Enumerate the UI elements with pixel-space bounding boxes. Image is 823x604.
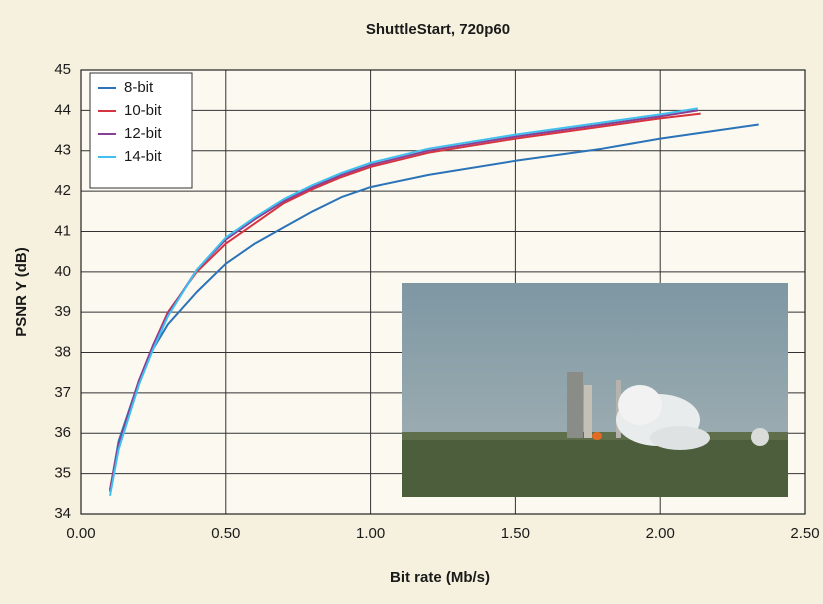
- y-tick-label: 38: [54, 344, 71, 361]
- y-tick-label: 35: [54, 465, 71, 482]
- x-tick-label: 0.00: [66, 525, 95, 542]
- x-tick-label: 0.50: [211, 525, 240, 542]
- chart: ShuttleStart, 720p60 Bit rate (Mb/s) PSN…: [0, 0, 823, 604]
- y-axis-label: PSNR Y (dB): [13, 247, 30, 336]
- y-tick-label: 43: [54, 142, 71, 159]
- y-tick-label: 36: [54, 424, 71, 441]
- legend-label: 12-bit: [124, 125, 162, 142]
- chart-title: ShuttleStart, 720p60: [366, 21, 510, 38]
- y-tick-label: 40: [54, 263, 71, 280]
- y-tick-label: 39: [54, 303, 71, 320]
- legend: 8-bit 10-bit 12-bit 14-bit: [90, 73, 192, 188]
- y-tick-label: 34: [54, 505, 71, 522]
- y-tick-label: 42: [54, 182, 71, 199]
- inset-photo: [402, 283, 788, 497]
- legend-label: 14-bit: [124, 148, 162, 165]
- y-tick-label: 44: [54, 101, 71, 118]
- legend-label: 8-bit: [124, 79, 154, 96]
- y-tick-label: 37: [54, 384, 71, 401]
- x-tick-label: 2.50: [790, 525, 819, 542]
- legend-label: 10-bit: [124, 102, 162, 119]
- x-tick-label: 2.00: [646, 525, 675, 542]
- x-tick-label: 1.50: [501, 525, 530, 542]
- x-tick-label: 1.00: [356, 525, 385, 542]
- x-axis-label: Bit rate (Mb/s): [390, 569, 490, 586]
- y-tick-label: 41: [54, 222, 71, 239]
- y-tick-label: 45: [54, 61, 71, 78]
